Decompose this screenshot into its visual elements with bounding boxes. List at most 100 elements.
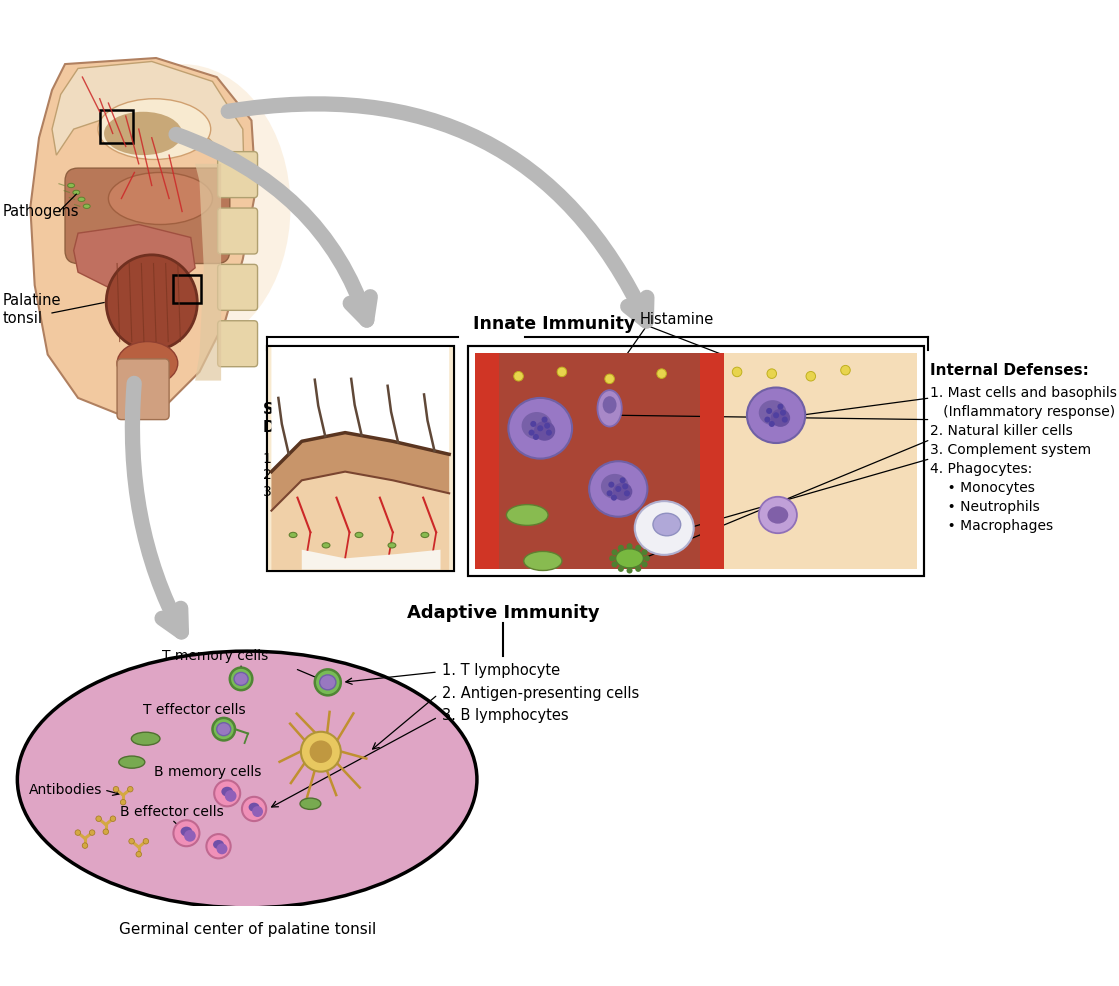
Ellipse shape bbox=[747, 387, 806, 443]
Circle shape bbox=[636, 545, 641, 551]
Circle shape bbox=[627, 568, 632, 574]
Polygon shape bbox=[51, 61, 245, 190]
Ellipse shape bbox=[388, 542, 396, 548]
Circle shape bbox=[96, 816, 102, 821]
Ellipse shape bbox=[300, 798, 321, 810]
Ellipse shape bbox=[598, 390, 622, 427]
Text: B memory cells: B memory cells bbox=[154, 765, 262, 780]
Circle shape bbox=[557, 367, 566, 377]
Ellipse shape bbox=[117, 341, 178, 385]
Ellipse shape bbox=[521, 412, 552, 440]
Ellipse shape bbox=[106, 254, 197, 350]
Circle shape bbox=[90, 830, 95, 835]
Ellipse shape bbox=[248, 803, 260, 811]
Circle shape bbox=[767, 408, 772, 414]
Circle shape bbox=[657, 369, 667, 379]
Bar bbox=[468, 346, 923, 576]
Ellipse shape bbox=[104, 111, 182, 155]
Circle shape bbox=[641, 549, 648, 555]
Ellipse shape bbox=[759, 400, 787, 425]
Ellipse shape bbox=[98, 99, 210, 160]
Ellipse shape bbox=[759, 497, 797, 533]
Bar bbox=[476, 353, 499, 569]
Circle shape bbox=[605, 374, 614, 384]
Bar bbox=[699, 353, 724, 569]
Ellipse shape bbox=[634, 501, 694, 555]
Circle shape bbox=[620, 477, 626, 483]
Ellipse shape bbox=[768, 507, 788, 524]
Bar bbox=[476, 353, 724, 569]
Ellipse shape bbox=[421, 532, 429, 537]
FancyBboxPatch shape bbox=[218, 152, 257, 197]
Circle shape bbox=[533, 434, 539, 440]
Text: • Macrophages: • Macrophages bbox=[931, 520, 1054, 533]
Circle shape bbox=[609, 555, 615, 561]
Polygon shape bbox=[74, 225, 195, 290]
Text: T memory cells: T memory cells bbox=[162, 649, 269, 664]
Ellipse shape bbox=[524, 551, 562, 571]
Circle shape bbox=[622, 483, 628, 489]
Circle shape bbox=[314, 669, 341, 695]
Circle shape bbox=[732, 367, 742, 377]
Circle shape bbox=[528, 430, 535, 436]
Circle shape bbox=[301, 732, 341, 772]
Circle shape bbox=[609, 481, 614, 488]
Circle shape bbox=[129, 838, 134, 844]
Ellipse shape bbox=[234, 672, 248, 685]
Circle shape bbox=[137, 852, 141, 857]
Circle shape bbox=[773, 412, 779, 418]
Circle shape bbox=[606, 490, 612, 496]
Ellipse shape bbox=[131, 733, 160, 745]
Circle shape bbox=[641, 561, 648, 568]
Circle shape bbox=[611, 561, 618, 568]
Ellipse shape bbox=[601, 474, 629, 499]
Text: 2. Antigen-presenting cells: 2. Antigen-presenting cells bbox=[442, 686, 639, 701]
Ellipse shape bbox=[534, 421, 555, 441]
Circle shape bbox=[113, 787, 119, 792]
Text: Pathogens: Pathogens bbox=[2, 204, 79, 219]
Circle shape bbox=[627, 543, 632, 549]
Ellipse shape bbox=[320, 674, 336, 690]
Circle shape bbox=[310, 740, 332, 763]
Polygon shape bbox=[30, 58, 256, 415]
Text: 3. Mucus: 3. Mucus bbox=[263, 484, 325, 499]
Ellipse shape bbox=[322, 542, 330, 548]
Bar bbox=[267, 346, 453, 571]
Circle shape bbox=[618, 545, 624, 551]
Text: 2. Hair: 2. Hair bbox=[263, 468, 309, 482]
Text: 1. Skin: 1. Skin bbox=[263, 452, 310, 465]
Circle shape bbox=[229, 668, 253, 690]
Text: Surface
Defenses:: Surface Defenses: bbox=[263, 402, 348, 435]
Ellipse shape bbox=[78, 197, 85, 201]
Circle shape bbox=[217, 843, 227, 854]
Circle shape bbox=[782, 416, 788, 423]
Circle shape bbox=[840, 366, 850, 375]
Circle shape bbox=[615, 486, 621, 492]
Ellipse shape bbox=[613, 482, 632, 501]
Text: Innate Immunity: Innate Immunity bbox=[472, 315, 634, 333]
Text: 2. Natural killer cells: 2. Natural killer cells bbox=[931, 424, 1073, 438]
Circle shape bbox=[206, 834, 231, 859]
Text: Histamine: Histamine bbox=[639, 312, 714, 326]
Circle shape bbox=[780, 409, 786, 416]
FancyBboxPatch shape bbox=[218, 264, 257, 311]
Ellipse shape bbox=[603, 396, 617, 413]
Text: 1. Mast cells and basophils: 1. Mast cells and basophils bbox=[931, 386, 1118, 399]
Bar bbox=[468, 346, 923, 576]
Circle shape bbox=[242, 797, 266, 821]
Ellipse shape bbox=[73, 190, 79, 194]
Circle shape bbox=[636, 566, 641, 572]
Ellipse shape bbox=[653, 514, 680, 535]
Circle shape bbox=[82, 843, 87, 848]
Text: 4. Phagocytes:: 4. Phagocytes: bbox=[931, 462, 1033, 476]
Circle shape bbox=[624, 490, 630, 496]
Ellipse shape bbox=[507, 505, 548, 526]
Text: B effector cells: B effector cells bbox=[120, 806, 224, 819]
Circle shape bbox=[225, 790, 236, 802]
Circle shape bbox=[767, 369, 777, 379]
Polygon shape bbox=[195, 164, 222, 381]
Text: Palatine
tonsil: Palatine tonsil bbox=[2, 293, 62, 326]
Circle shape bbox=[75, 830, 81, 835]
Ellipse shape bbox=[615, 549, 643, 568]
Circle shape bbox=[213, 718, 235, 740]
